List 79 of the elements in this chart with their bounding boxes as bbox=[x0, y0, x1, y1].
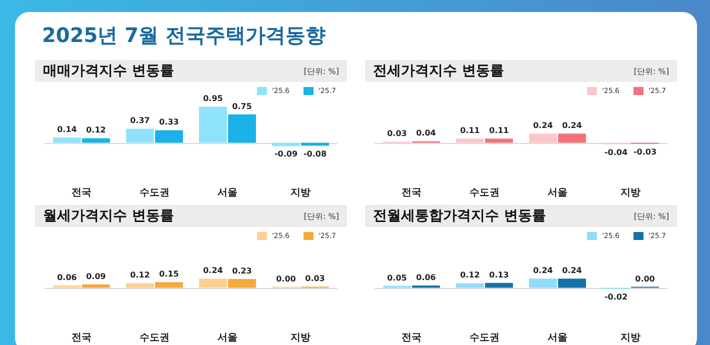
bar bbox=[558, 278, 586, 288]
bar bbox=[155, 130, 183, 143]
data-label: -0.04 bbox=[604, 148, 628, 157]
x-tick-label: 서울 bbox=[548, 188, 568, 198]
x-tick-label: 지방 bbox=[290, 332, 310, 344]
data-label: 0.24 bbox=[562, 266, 582, 276]
data-label: -0.09 bbox=[274, 150, 298, 159]
bar bbox=[53, 285, 81, 288]
data-label: 0.03 bbox=[305, 274, 325, 284]
data-label: 0.06 bbox=[57, 272, 78, 282]
data-label: -0.03 bbox=[633, 147, 657, 156]
data-label: 0.37 bbox=[130, 116, 150, 126]
x-tick-label: 수도권 bbox=[140, 188, 170, 198]
x-tick-label: 수도권 bbox=[470, 332, 500, 344]
bar bbox=[155, 282, 183, 288]
bar bbox=[529, 134, 557, 143]
bar bbox=[529, 278, 557, 288]
y-axis-title: [단위: %] bbox=[634, 210, 669, 222]
bar bbox=[301, 142, 329, 146]
x-tick-label: 전국 bbox=[402, 188, 422, 198]
bar bbox=[456, 283, 484, 288]
chart-title: 전월세통합가격지수 변동률 bbox=[373, 207, 546, 225]
data-label: 0.24 bbox=[533, 121, 554, 130]
y-axis-title: [단위: %] bbox=[304, 210, 339, 222]
data-label: 0.14 bbox=[57, 124, 78, 134]
bar bbox=[558, 134, 586, 143]
data-label: 0.03 bbox=[387, 129, 407, 138]
x-tick-label: 전국 bbox=[72, 332, 92, 344]
bar bbox=[126, 283, 154, 288]
x-tick-label: 지방 bbox=[620, 188, 640, 198]
bar bbox=[412, 285, 440, 288]
x-tick-label: 지방 bbox=[290, 188, 310, 198]
data-label: 0.00 bbox=[635, 274, 656, 284]
data-label: -0.02 bbox=[604, 292, 628, 302]
y-axis-title: [단위: %] bbox=[304, 66, 339, 76]
chart-title: 전세가격지수 변동률 bbox=[373, 62, 504, 80]
x-tick-label: 전국 bbox=[72, 188, 92, 198]
data-label: -0.08 bbox=[303, 149, 327, 158]
bar bbox=[456, 138, 484, 143]
data-label: 0.24 bbox=[562, 121, 582, 130]
x-tick-label: 지방 bbox=[620, 332, 640, 344]
data-label: 0.75 bbox=[232, 102, 252, 111]
data-label: 0.11 bbox=[460, 126, 480, 136]
bar bbox=[82, 138, 110, 143]
chart-title: 월세가격지수 변동률 bbox=[43, 207, 174, 225]
bar bbox=[82, 284, 110, 288]
data-label: 0.12 bbox=[86, 126, 106, 135]
x-tick-label: 서울 bbox=[548, 332, 568, 344]
data-label: 0.24 bbox=[203, 266, 224, 276]
data-label: 0.05 bbox=[387, 273, 408, 282]
y-axis-title: [단위: %] bbox=[634, 66, 669, 76]
bar bbox=[228, 114, 256, 143]
text: 2025년 7월 전국주택가격동향 bbox=[42, 22, 326, 49]
x-tick-label: 수도권 bbox=[470, 188, 500, 198]
data-label: 0.04 bbox=[416, 128, 436, 138]
chart-title: 매매가격지수 변동률 bbox=[43, 62, 174, 80]
data-label: 0.13 bbox=[489, 270, 509, 280]
bar bbox=[199, 106, 227, 143]
data-label: 0.23 bbox=[232, 266, 252, 276]
data-label: 0.24 bbox=[533, 266, 554, 276]
bar bbox=[228, 279, 256, 288]
x-tick-label: 수도권 bbox=[140, 332, 170, 344]
x-tick-label: 서울 bbox=[218, 188, 238, 198]
x-tick-label: 서울 bbox=[218, 332, 238, 344]
bar bbox=[485, 282, 513, 288]
data-label: 0.12 bbox=[130, 270, 150, 280]
data-label: 0.33 bbox=[159, 118, 179, 127]
bar bbox=[199, 278, 227, 288]
data-label: 0.09 bbox=[86, 272, 106, 281]
data-label: 0.00 bbox=[276, 274, 296, 284]
data-label: 0.15 bbox=[159, 270, 180, 279]
bar bbox=[485, 138, 513, 143]
data-label: 0.95 bbox=[203, 94, 224, 104]
x-tick-label: 전국 bbox=[402, 332, 422, 344]
data-label: 0.12 bbox=[460, 270, 480, 280]
bar bbox=[126, 128, 154, 143]
bar bbox=[53, 137, 81, 143]
data-label: 0.11 bbox=[489, 126, 510, 136]
data-label: 0.06 bbox=[416, 272, 436, 282]
